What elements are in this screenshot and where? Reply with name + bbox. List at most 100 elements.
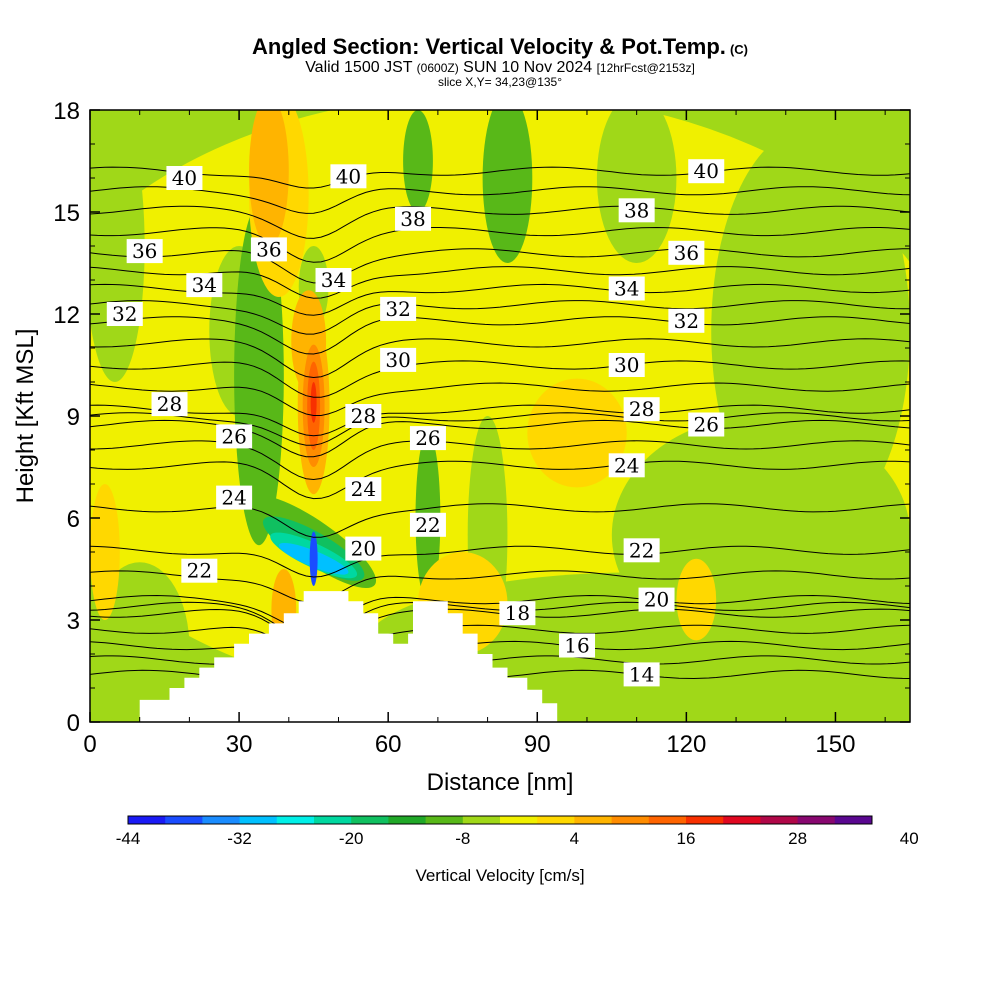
isentrope-13 [90, 412, 910, 446]
colorbar-swatch [276, 816, 315, 824]
colorbar-frame [127, 815, 873, 825]
colorbar-tick-label: -32 [227, 829, 252, 848]
terrain [90, 591, 910, 722]
colorbar-swatch [723, 816, 761, 824]
isentrope-22 [90, 248, 910, 284]
contour-label: 38 [624, 198, 649, 222]
plot-area: 40 40 40 38 38 36 36 36 34 34 34 32 32 32 30 30 28 28 28 26… [90, 110, 910, 722]
x-tick-label: 150 [815, 731, 855, 758]
contour-label-bg [126, 239, 163, 264]
velocity-field-25 [310, 382, 317, 423]
isentrope-15 [90, 382, 910, 416]
colorbar-tick-label: -8 [455, 829, 470, 848]
contour-label-bg [688, 159, 725, 184]
contour-label: 20 [351, 537, 376, 561]
contour-label-bg [409, 426, 446, 451]
colorbar-swatch [239, 816, 278, 824]
colorbar: -44 -32 -20 -8 4 16 28 40 Vertical Velocity [cm/… [116, 815, 919, 885]
velocity-field-6 [596, 110, 677, 263]
colorbar-tick-label: -20 [339, 829, 364, 848]
contour-label-bg [216, 424, 253, 449]
x-tick-label: 30 [226, 731, 253, 758]
valid-date: SUN 10 Nov 2024 [463, 59, 593, 76]
x-tick-label: 90 [524, 731, 551, 758]
contour-label-bg [345, 404, 382, 428]
y-tick-label: 6 [67, 506, 80, 533]
contour-label-bg [395, 206, 432, 231]
colorbar-tick-label: 16 [677, 829, 696, 848]
colorbar-swatch [574, 816, 613, 824]
y-tick-label: 12 [53, 302, 80, 329]
isentrope-16 [90, 360, 910, 398]
x-tick-label: 0 [83, 731, 96, 758]
contour-label: 34 [192, 273, 217, 297]
contour-label: 24 [351, 477, 376, 501]
isentrope-25 [90, 186, 910, 214]
isentrope-18 [90, 316, 910, 355]
chart-title-units: (C) [729, 42, 748, 57]
colorbar-swatch [611, 816, 650, 824]
y-tick-label: 18 [53, 98, 80, 125]
contour-label: 36 [674, 241, 699, 265]
contour-label-bg [688, 412, 725, 437]
x-tick-label: 60 [375, 731, 402, 758]
isentrope-23 [90, 226, 910, 263]
contour-label-bg [345, 536, 382, 561]
contour-label-bg [499, 601, 536, 626]
contour-label: 28 [351, 404, 376, 428]
colorbar-swatch [165, 816, 203, 824]
contour-label: 32 [385, 297, 410, 321]
colorbar-swatch [686, 816, 724, 824]
isentrope-21 [90, 266, 910, 299]
chart-header: Angled Section: Vertical Velocity & Pot.… [0, 34, 1000, 89]
y-tick-label: 9 [67, 404, 80, 431]
contour-label: 26 [694, 413, 719, 437]
valid-main: Valid 1500 JST [305, 59, 413, 76]
contour-label-bg [315, 268, 352, 292]
contour-label-bg [250, 237, 287, 262]
forecast-info: [12hrFcst@2153z] [596, 61, 695, 75]
colorbar-tick-label: 28 [788, 829, 807, 848]
colorbar-swatch [648, 816, 687, 824]
x-axis-label: Distance [nm] [427, 769, 574, 796]
valid-time: Valid 1500 JST (0600Z) SUN 10 Nov 2024 [… [0, 60, 1000, 76]
contour-label-bg [668, 308, 705, 333]
contour-label-bg [380, 296, 417, 321]
contour-label-bg [409, 512, 446, 537]
contour-label: 40 [172, 166, 197, 190]
contour-label: 20 [644, 588, 669, 612]
colorbar-swatch [462, 816, 501, 824]
isentrope-24 [90, 205, 910, 239]
isentrope-7 [90, 570, 910, 604]
x-tick-label: 120 [666, 731, 706, 758]
contour-label-bg [166, 166, 203, 190]
contour-label-bg [181, 558, 218, 583]
contour-label: 18 [505, 601, 530, 625]
contour-label: 16 [564, 634, 589, 658]
contour-label: 34 [614, 277, 639, 301]
chart-title-text: Angled Section: Vertical Velocity & Pot.… [252, 34, 726, 59]
contour-label-bg [638, 587, 675, 612]
contour-label: 32 [112, 302, 137, 326]
colorbar-label: Vertical Velocity [cm/s] [415, 866, 584, 885]
contour-label: 14 [629, 662, 654, 686]
y-tick-label: 0 [67, 710, 80, 737]
contour-label: 28 [157, 392, 182, 416]
colorbar-tick-label: -44 [116, 829, 141, 848]
colorbar-swatch [128, 816, 166, 824]
contour-label: 30 [614, 353, 639, 377]
contour-label: 22 [629, 538, 654, 562]
contour-label: 24 [614, 453, 639, 477]
colorbar-swatch [797, 816, 836, 824]
velocity-field-17 [676, 558, 717, 641]
contour-label-bg [151, 392, 188, 417]
contour-label: 28 [629, 397, 654, 421]
isentrope-3 [90, 624, 910, 658]
contour-label-bg [608, 353, 645, 377]
contour-label-bg [345, 477, 382, 502]
colorbar-swatch [834, 816, 873, 824]
contour-label: 38 [400, 207, 425, 231]
velocity-field-4 [482, 110, 533, 263]
contour-label: 22 [187, 559, 212, 583]
